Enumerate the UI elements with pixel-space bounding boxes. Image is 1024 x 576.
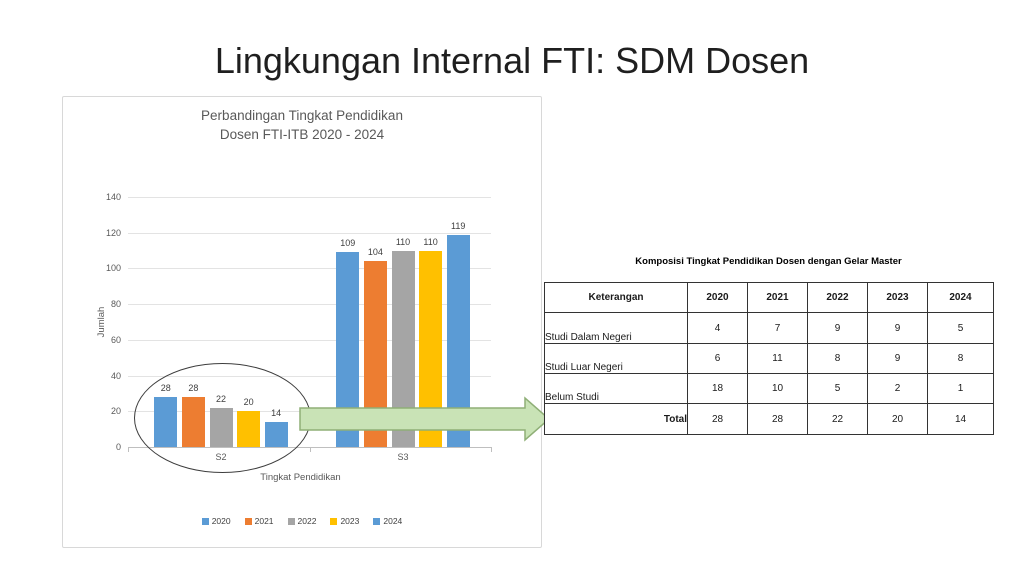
bar-value-label: 110 (395, 236, 411, 247)
value-cell: 5 (807, 373, 868, 404)
table-row: Studi Luar Negeri 6 11 8 9 8 (544, 343, 994, 374)
x-category-label: S3 (397, 452, 409, 462)
chart-title-line1: Perbandingan Tingkat Pendidikan (201, 108, 403, 123)
table-header-cell: Keterangan (544, 282, 688, 313)
table-header-cell: 2024 (927, 282, 994, 313)
legend-swatch (330, 517, 338, 525)
value-cell: 2 (867, 373, 928, 404)
value-cell: 6 (687, 343, 748, 374)
value-cell: 9 (807, 312, 868, 344)
total-value-cell: 20 (867, 403, 928, 435)
table-header-cell: 2023 (867, 282, 928, 313)
total-value-cell: 22 (807, 403, 868, 435)
total-value-cell: 14 (927, 403, 994, 435)
legend-label: 2020 (211, 516, 231, 526)
y-axis-title: Jumlah (96, 306, 107, 338)
legend-label: 2022 (297, 516, 317, 526)
legend-label: 2023 (340, 516, 360, 526)
row-label-cell: Belum Studi (544, 373, 688, 404)
arrow-shape (299, 396, 551, 442)
slide-title: Lingkungan Internal FTI: SDM Dosen (214, 40, 810, 81)
y-tick-label: 60 (110, 334, 121, 345)
chart-panel: Perbandingan Tingkat Pendidikan Dosen FT… (62, 96, 542, 548)
x-axis-tick (491, 447, 492, 452)
bar-value-label: 110 (423, 236, 438, 247)
legend-label: 2021 (254, 516, 274, 526)
y-tick-label: 100 (105, 263, 121, 274)
y-tick-label: 0 (115, 442, 121, 452)
y-tick-label: 20 (110, 406, 121, 417)
y-tick-label: 140 (105, 192, 121, 202)
chart-title-line2: Dosen FTI-ITB 2020 - 2024 (219, 127, 385, 142)
x-axis-title: Tingkat Pendidikan (260, 472, 341, 483)
gridline (128, 339, 491, 341)
composition-table: Keterangan 2020 2021 2022 2023 2024 Studi Dala… (544, 282, 994, 435)
arrow-polygon (299, 396, 551, 442)
table-header-cell: 2021 (747, 282, 808, 313)
table-header-row: Keterangan 2020 2021 2022 2023 2024 (544, 282, 994, 313)
bar-2021-S3 (363, 261, 387, 447)
legend-item-2023: 2023 (330, 516, 359, 526)
value-cell: 10 (747, 373, 808, 404)
bar-value-label: 109 (340, 238, 356, 249)
value-cell: 8 (927, 343, 994, 374)
gridline (128, 197, 491, 198)
value-cell: 8 (807, 343, 868, 374)
table-row: Studi Dalam Negeri 4 7 9 9 5 (544, 312, 994, 344)
table-title: Komposisi Tingkat Pendidikan Dosen denga… (635, 256, 902, 267)
legend-swatch (287, 517, 295, 525)
bar-2023-S3 (419, 250, 443, 447)
y-tick-label: 40 (110, 370, 121, 381)
table-row: Belum Studi 18 10 5 2 1 (544, 373, 994, 404)
y-tick-label: 120 (105, 227, 121, 238)
table-total-row: Total 28 28 22 20 14 (544, 403, 994, 435)
table-header-cell: 2020 (687, 282, 748, 313)
highlight-ellipse (134, 363, 311, 473)
y-tick-label: 80 (110, 299, 121, 310)
value-cell: 9 (867, 343, 928, 374)
legend-item-2021: 2021 (244, 516, 274, 526)
value-cell: 1 (927, 373, 994, 404)
legend-swatch (373, 517, 381, 525)
value-cell: 11 (747, 343, 808, 374)
gridline (128, 375, 491, 377)
value-cell: 5 (927, 312, 994, 344)
bar-value-label: 104 (367, 247, 383, 258)
legend-label: 2024 (383, 516, 403, 526)
row-label-cell: Studi Dalam Negeri (544, 312, 688, 344)
value-cell: 7 (747, 312, 808, 344)
value-cell: 18 (687, 373, 748, 404)
legend-swatch (201, 517, 209, 525)
total-value-cell: 28 (747, 403, 808, 435)
value-cell: 9 (867, 312, 928, 344)
gridline (128, 268, 491, 270)
total-label-cell: Total (544, 403, 688, 435)
total-value-cell: 28 (687, 403, 748, 435)
value-cell: 4 (687, 312, 748, 344)
chart-legend: 2020 2021 2022 2023 2024 (63, 516, 541, 526)
x-axis-tick (128, 447, 129, 452)
chart-title: Perbandingan Tingkat Pendidikan Dosen FT… (63, 106, 541, 144)
legend-swatch (244, 517, 252, 525)
table-header-cell: 2022 (807, 282, 868, 313)
x-axis-tick (309, 447, 311, 452)
bar-2022-S3 (391, 250, 415, 447)
gridline (128, 304, 491, 306)
bar-value-label: 119 (451, 220, 466, 231)
legend-item-2020: 2020 (201, 516, 231, 526)
legend-item-2024: 2024 (373, 516, 402, 526)
row-label-cell: Studi Luar Negeri (544, 343, 688, 374)
legend-item-2022: 2022 (287, 516, 317, 526)
bar-2024-S3 (446, 234, 470, 447)
bar-2020-S3 (336, 252, 360, 447)
gridline (128, 232, 491, 234)
